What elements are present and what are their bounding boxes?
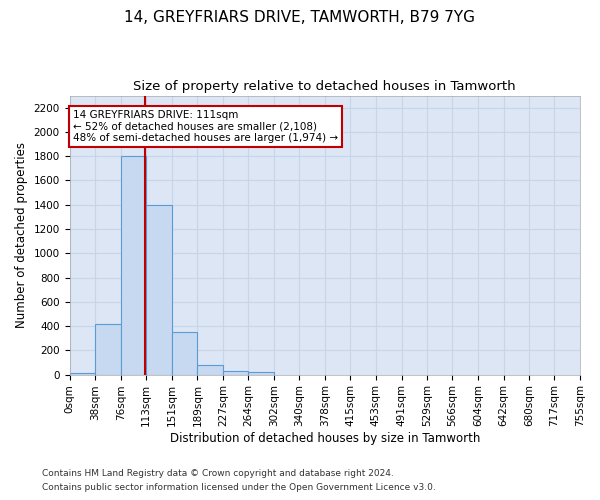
X-axis label: Distribution of detached houses by size in Tamworth: Distribution of detached houses by size …: [170, 432, 480, 445]
Bar: [95, 324, 121, 374]
Bar: [70, 373, 95, 374]
Y-axis label: Number of detached properties: Number of detached properties: [15, 142, 28, 328]
Text: 14 GREYFRIARS DRIVE: 111sqm
← 52% of detached houses are smaller (2,108)
48% of : 14 GREYFRIARS DRIVE: 111sqm ← 52% of det…: [73, 110, 338, 144]
Text: Contains HM Land Registry data © Crown copyright and database right 2024.: Contains HM Land Registry data © Crown c…: [42, 468, 394, 477]
Bar: [248, 372, 274, 374]
Bar: [146, 204, 172, 374]
Bar: [223, 371, 248, 374]
Bar: [172, 332, 197, 374]
Bar: [197, 365, 223, 374]
Text: Contains public sector information licensed under the Open Government Licence v3: Contains public sector information licen…: [42, 484, 436, 492]
Bar: [121, 156, 146, 374]
Title: Size of property relative to detached houses in Tamworth: Size of property relative to detached ho…: [133, 80, 516, 93]
Text: 14, GREYFRIARS DRIVE, TAMWORTH, B79 7YG: 14, GREYFRIARS DRIVE, TAMWORTH, B79 7YG: [125, 10, 476, 25]
